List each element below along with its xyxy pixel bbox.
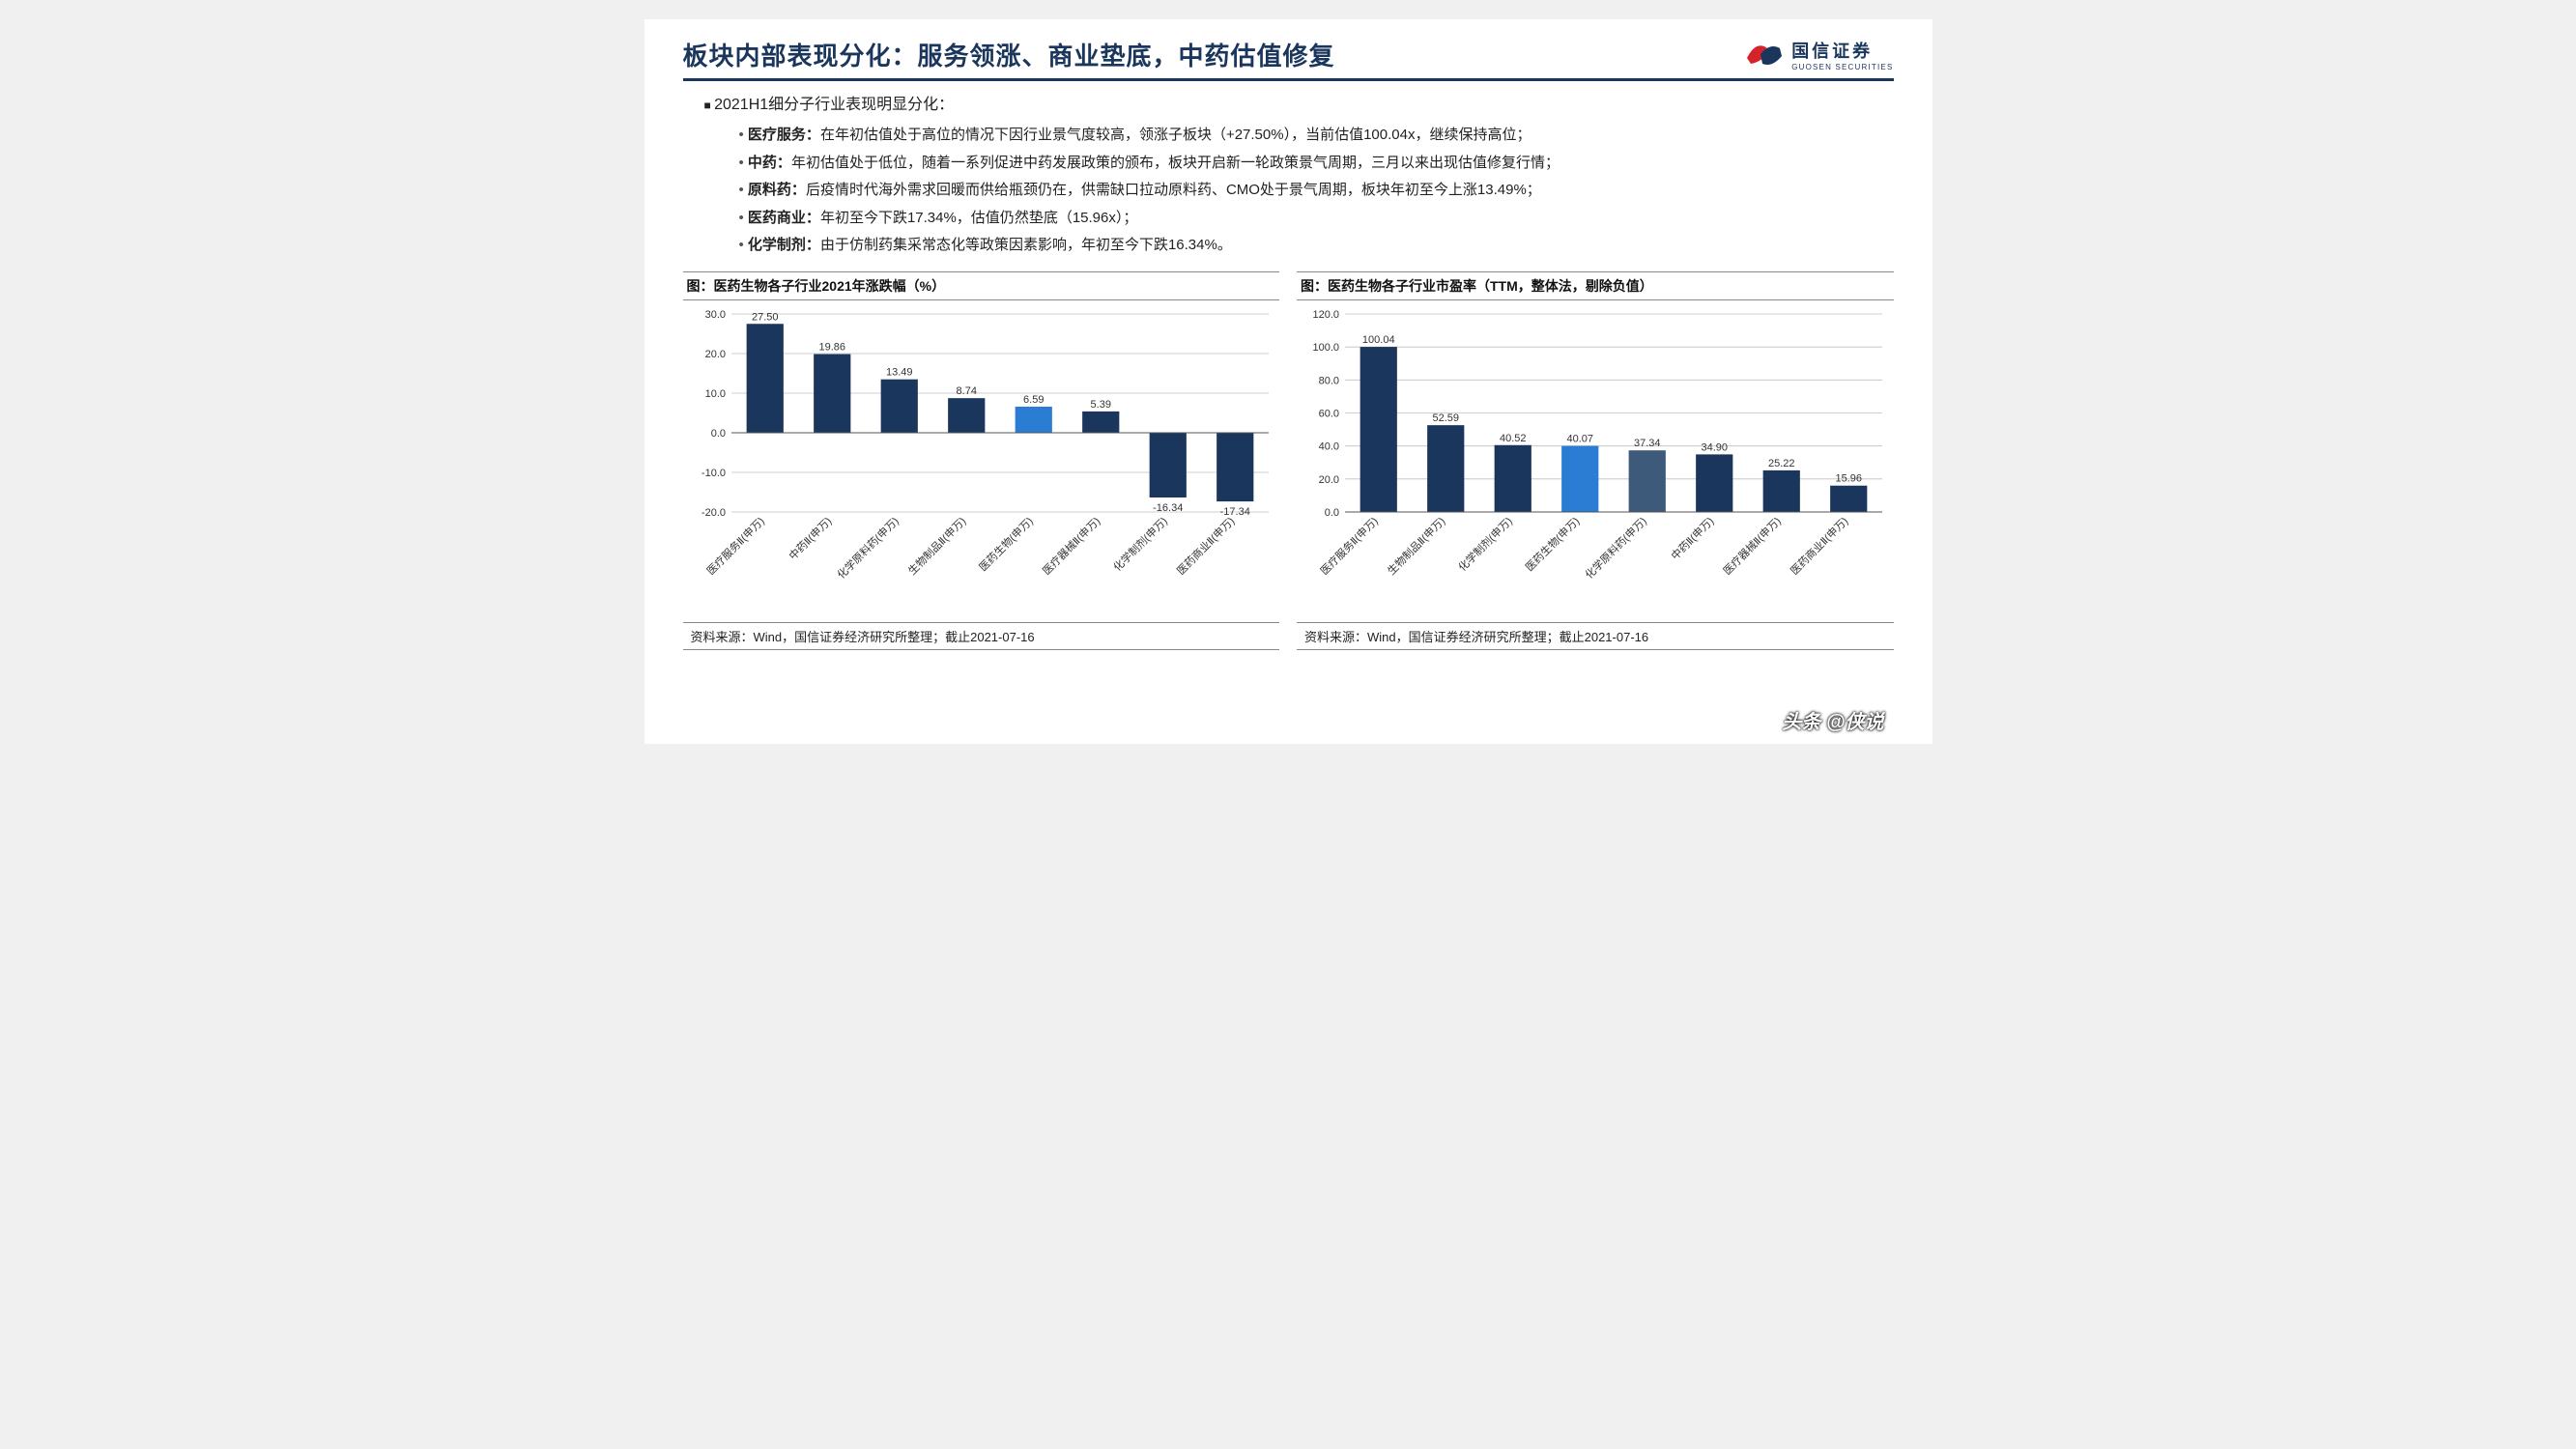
svg-text:医疗服务Ⅱ(申万): 医疗服务Ⅱ(申万) [1317,514,1381,578]
svg-text:27.50: 27.50 [751,311,778,323]
svg-text:-16.34: -16.34 [1153,501,1183,513]
svg-text:医药商业Ⅱ(申万): 医药商业Ⅱ(申万) [1788,514,1851,578]
charts-row: 图：医药生物各子行业2021年涨跌幅（%） -20.0 -10.0 0.0 10.0 2… [683,271,1894,650]
svg-text:-10.0: -10.0 [701,468,725,479]
chart2-box: 图：医药生物各子行业市盈率（TTM，整体法，剔除负值） 0.0 20.0 40.0 6… [1297,271,1894,650]
svg-text:化学原料药(申万): 化学原料药(申万) [834,514,902,582]
sub-bullet: 医疗服务：在年初估值处于高位的情况下因行业景气度较高，领涨子板块（+27.50%… [739,122,1894,150]
svg-text:医疗服务Ⅱ(申万): 医疗服务Ⅱ(申万) [703,514,767,578]
sub-bullet: 原料药：后疫情时代海外需求回暖而供给瓶颈仍在，供需缺口拉动原料药、CMO处于景气… [739,177,1894,205]
company-logo: 国信证券 GUOSEN SECURITIES [1741,37,1893,71]
svg-text:40.07: 40.07 [1566,433,1593,444]
logo-text-en: GUOSEN SECURITIES [1791,63,1893,71]
svg-text:25.22: 25.22 [1768,457,1795,469]
chart2-source: 资料来源：Wind，国信证券经济研究所整理；截止2021-07-16 [1297,622,1894,650]
svg-text:化学原料药(申万): 化学原料药(申万) [1582,514,1649,582]
sub-bullet-text: 由于仿制药集采常态化等政策因素影响，年初至今下跌16.34%。 [820,237,1232,253]
svg-text:34.90: 34.90 [1701,441,1728,453]
svg-text:-20.0: -20.0 [701,507,725,519]
svg-text:30.0: 30.0 [704,309,725,321]
sub-bullet-text: 年初至今下跌17.34%，估值仍然垫底（15.96x）； [820,210,1137,226]
svg-text:医药生物(申万): 医药生物(申万) [976,514,1036,574]
sub-bullet: 化学制剂：由于仿制药集采常态化等政策因素影响，年初至今下跌16.34%。 [739,232,1894,260]
chart2-title: 图：医药生物各子行业市盈率（TTM，整体法，剔除负值） [1297,271,1894,300]
sub-bullet-text: 在年初估值处于高位的情况下因行业景气度较高，领涨子板块（+27.50%），当前估… [820,127,1531,143]
sub-bullet-label: 原料药： [748,182,806,198]
svg-text:0.0: 0.0 [1325,507,1339,519]
svg-text:5.39: 5.39 [1090,398,1110,410]
svg-text:化学制剂(申万): 化学制剂(申万) [1455,514,1515,574]
svg-text:37.34: 37.34 [1634,438,1661,449]
sub-bullet: 中药：年初估值处于低位，随着一系列促进中药发展政策的颁布，板块开启新一轮政策景气… [739,150,1894,178]
svg-text:-17.34: -17.34 [1219,506,1249,518]
intro-bullet: 2021H1细分子行业表现明显分化： [704,91,1894,114]
svg-text:20.0: 20.0 [1319,473,1339,485]
svg-text:100.0: 100.0 [1312,342,1339,354]
header: 板块内部表现分化：服务领涨、商业垫底，中药估值修复 国信证券 GUOSEN SE… [683,37,1894,81]
chart2: 0.0 20.0 40.0 60.0 80.0 100.0 120.0 100.04 医疗服务Ⅱ… [1297,304,1894,618]
svg-text:40.0: 40.0 [1319,440,1339,452]
svg-text:医药商业Ⅱ(申万): 医药商业Ⅱ(申万) [1173,514,1237,578]
svg-text:6.59: 6.59 [1023,393,1044,405]
sub-bullet: 医药商业：年初至今下跌17.34%，估值仍然垫底（15.96x）； [739,205,1894,233]
svg-text:15.96: 15.96 [1835,472,1862,484]
svg-text:8.74: 8.74 [956,385,976,397]
svg-text:52.59: 52.59 [1432,412,1459,424]
svg-text:19.86: 19.86 [818,341,845,353]
svg-text:化学制剂(申万): 化学制剂(申万) [1110,514,1170,574]
sub-bullet-label: 化学制剂： [748,237,820,253]
chart1-box: 图：医药生物各子行业2021年涨跌幅（%） -20.0 -10.0 0.0 10.0 2… [683,271,1280,650]
svg-text:80.0: 80.0 [1319,375,1339,386]
svg-text:中药Ⅱ(申万): 中药Ⅱ(申万) [787,514,834,561]
sub-bullet-label: 中药： [748,155,791,171]
svg-text:10.0: 10.0 [704,388,725,400]
chart1-source: 资料来源：Wind，国信证券经济研究所整理；截止2021-07-16 [683,622,1280,650]
sub-bullet-text: 年初估值处于低位，随着一系列促进中药发展政策的颁布，板块开启新一轮政策景气周期，… [791,155,1560,171]
svg-text:生物制品Ⅱ(申万): 生物制品Ⅱ(申万) [1385,514,1448,578]
slide-page: 板块内部表现分化：服务领涨、商业垫底，中药估值修复 国信证券 GUOSEN SE… [644,19,1932,744]
chart1-title: 图：医药生物各子行业2021年涨跌幅（%） [683,271,1280,300]
page-title: 板块内部表现分化：服务领涨、商业垫底，中药估值修复 [683,37,1335,72]
svg-text:13.49: 13.49 [885,366,912,378]
svg-text:60.0: 60.0 [1319,408,1339,419]
svg-text:120.0: 120.0 [1312,309,1339,321]
svg-text:医药生物(申万): 医药生物(申万) [1523,514,1583,574]
svg-text:中药Ⅱ(申万): 中药Ⅱ(申万) [1669,514,1716,561]
sub-bullet-text: 后疫情时代海外需求回暖而供给瓶颈仍在，供需缺口拉动原料药、CMO处于景气周期，板… [806,182,1541,198]
svg-text:0.0: 0.0 [710,428,725,440]
svg-text:生物制品Ⅱ(申万): 生物制品Ⅱ(申万) [904,514,968,578]
watermark: 头条 @侠说 [1782,706,1883,734]
chart1: -20.0 -10.0 0.0 10.0 20.0 30.0 27.50 医疗服务Ⅱ(申万) 1… [683,304,1280,618]
svg-text:100.04: 100.04 [1362,334,1395,346]
sub-bullet-label: 医药商业： [748,210,820,226]
svg-text:医疗器械Ⅱ(申万): 医疗器械Ⅱ(申万) [1039,514,1102,578]
svg-text:20.0: 20.0 [704,349,725,360]
logo-icon [1741,37,1784,71]
sub-bullet-label: 医疗服务： [748,127,820,143]
logo-text-cn: 国信证券 [1791,38,1893,63]
bullet-section: 2021H1细分子行业表现明显分化： 医疗服务：在年初估值处于高位的情况下因行业… [704,91,1894,260]
svg-text:40.52: 40.52 [1500,432,1527,443]
svg-text:医疗器械Ⅱ(申万): 医疗器械Ⅱ(申万) [1720,514,1784,578]
